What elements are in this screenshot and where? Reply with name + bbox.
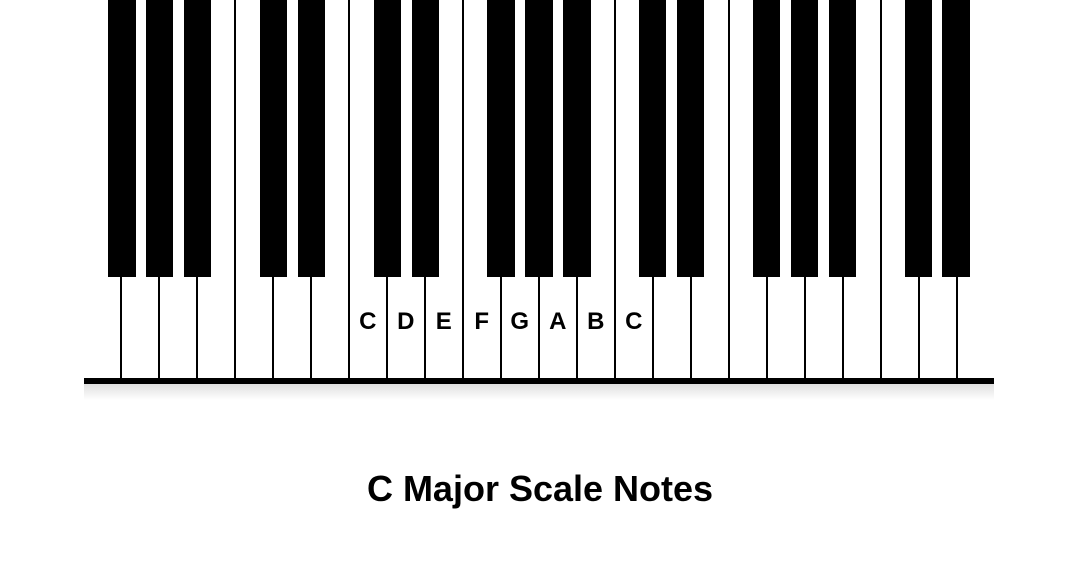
black-key	[374, 0, 401, 277]
note-label: C	[350, 308, 386, 336]
note-label: A	[540, 308, 576, 336]
diagram-caption: C Major Scale Notes	[0, 468, 1080, 510]
black-key	[942, 0, 969, 277]
black-key	[184, 0, 211, 277]
black-key	[563, 0, 590, 277]
black-key	[677, 0, 704, 277]
black-key	[639, 0, 666, 277]
black-key	[146, 0, 173, 277]
note-label: F	[464, 308, 500, 336]
black-key	[412, 0, 439, 277]
note-label: C	[616, 308, 652, 336]
black-key	[905, 0, 932, 277]
black-key	[298, 0, 325, 277]
note-label: B	[578, 308, 614, 336]
black-key	[791, 0, 818, 277]
black-key	[525, 0, 552, 277]
black-key	[260, 0, 287, 277]
note-label: G	[502, 308, 538, 336]
black-key	[753, 0, 780, 277]
note-label: E	[426, 308, 462, 336]
keyboard-shadow	[84, 384, 994, 400]
black-key	[108, 0, 135, 277]
black-key	[829, 0, 856, 277]
piano-keyboard: CDEFGABC	[84, 0, 994, 380]
black-key	[487, 0, 514, 277]
note-label: D	[388, 308, 424, 336]
